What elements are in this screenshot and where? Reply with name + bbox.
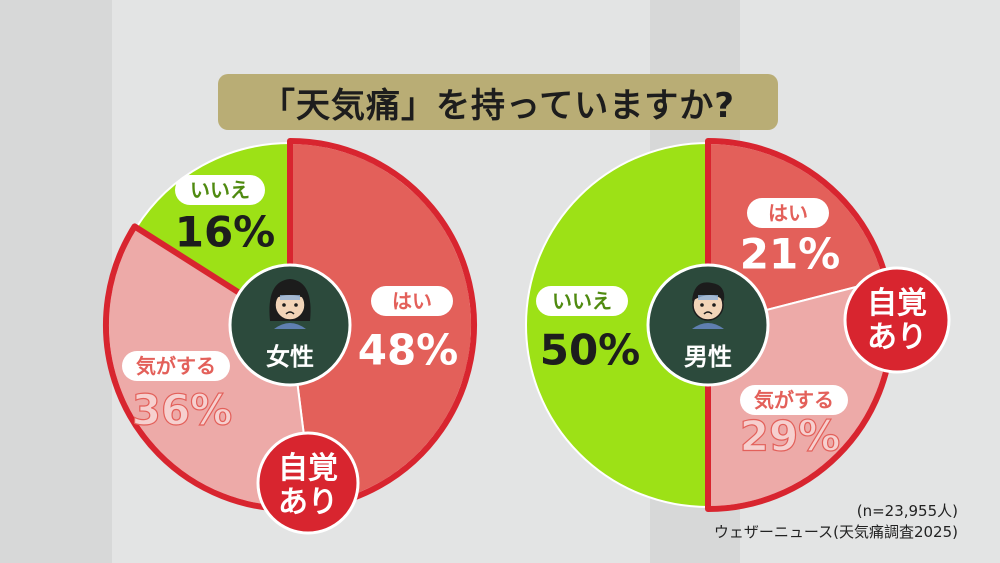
mouth-shape — [703, 311, 713, 315]
aware-badge-text: 自覚あり — [278, 451, 338, 520]
aware-badge: 自覚あり — [843, 266, 951, 374]
slice-label: 気がする — [754, 388, 834, 412]
slice-value: 16% — [175, 208, 276, 257]
chart-title: 「天気痛」を持っていますか? — [260, 85, 736, 126]
shoulders-shape — [274, 323, 306, 329]
eye-shape — [700, 303, 704, 307]
slice-label: いいえ — [552, 289, 612, 313]
shoulders-shape — [692, 323, 724, 329]
pie-chart-women: 女性 はい 48% 気がする 36% いいえ 16% — [103, 138, 477, 512]
slice-label-pill — [740, 385, 848, 415]
source-credit: ウェザーニュース(天気痛調査2025) — [713, 523, 958, 541]
slice-value: 48% — [358, 326, 459, 375]
slice-label: 気がする — [136, 354, 216, 378]
title-banner: 「天気痛」を持っていますか? — [218, 74, 778, 130]
slice-label: はい — [768, 201, 808, 225]
sample-size: (n=23,955人) — [856, 502, 958, 520]
slice-label-pill — [536, 286, 628, 316]
slice-label-pill — [747, 198, 829, 228]
mouth-shape — [285, 311, 295, 315]
slice-value: 36% — [132, 386, 233, 435]
eye-shape — [712, 303, 716, 307]
slice-value: 50% — [540, 326, 641, 375]
center-label: 女性 — [266, 343, 314, 371]
gloom-lines — [698, 295, 718, 300]
slice-label-pill — [122, 351, 230, 381]
bangs-shape — [274, 290, 306, 299]
slice-value: 21% — [740, 230, 841, 279]
background-stripe — [0, 0, 112, 563]
aware-outline — [103, 138, 477, 512]
eye-shape — [294, 303, 298, 307]
aware-badge-circle — [256, 431, 360, 535]
slice-value: 29% — [740, 412, 841, 461]
slice-label-pill — [175, 175, 265, 205]
aware-badge-text: 自覚あり — [867, 286, 927, 355]
eye-shape — [282, 303, 286, 307]
slice-label: いいえ — [190, 178, 250, 202]
slice-label: はい — [392, 289, 432, 313]
center-label: 男性 — [684, 343, 732, 371]
gloom-lines — [280, 295, 300, 300]
aware-badge-circle — [843, 266, 951, 374]
pie-slice-2 — [525, 141, 709, 509]
aware-badge: 自覚あり — [256, 431, 360, 535]
slice-label-pill — [371, 286, 453, 316]
